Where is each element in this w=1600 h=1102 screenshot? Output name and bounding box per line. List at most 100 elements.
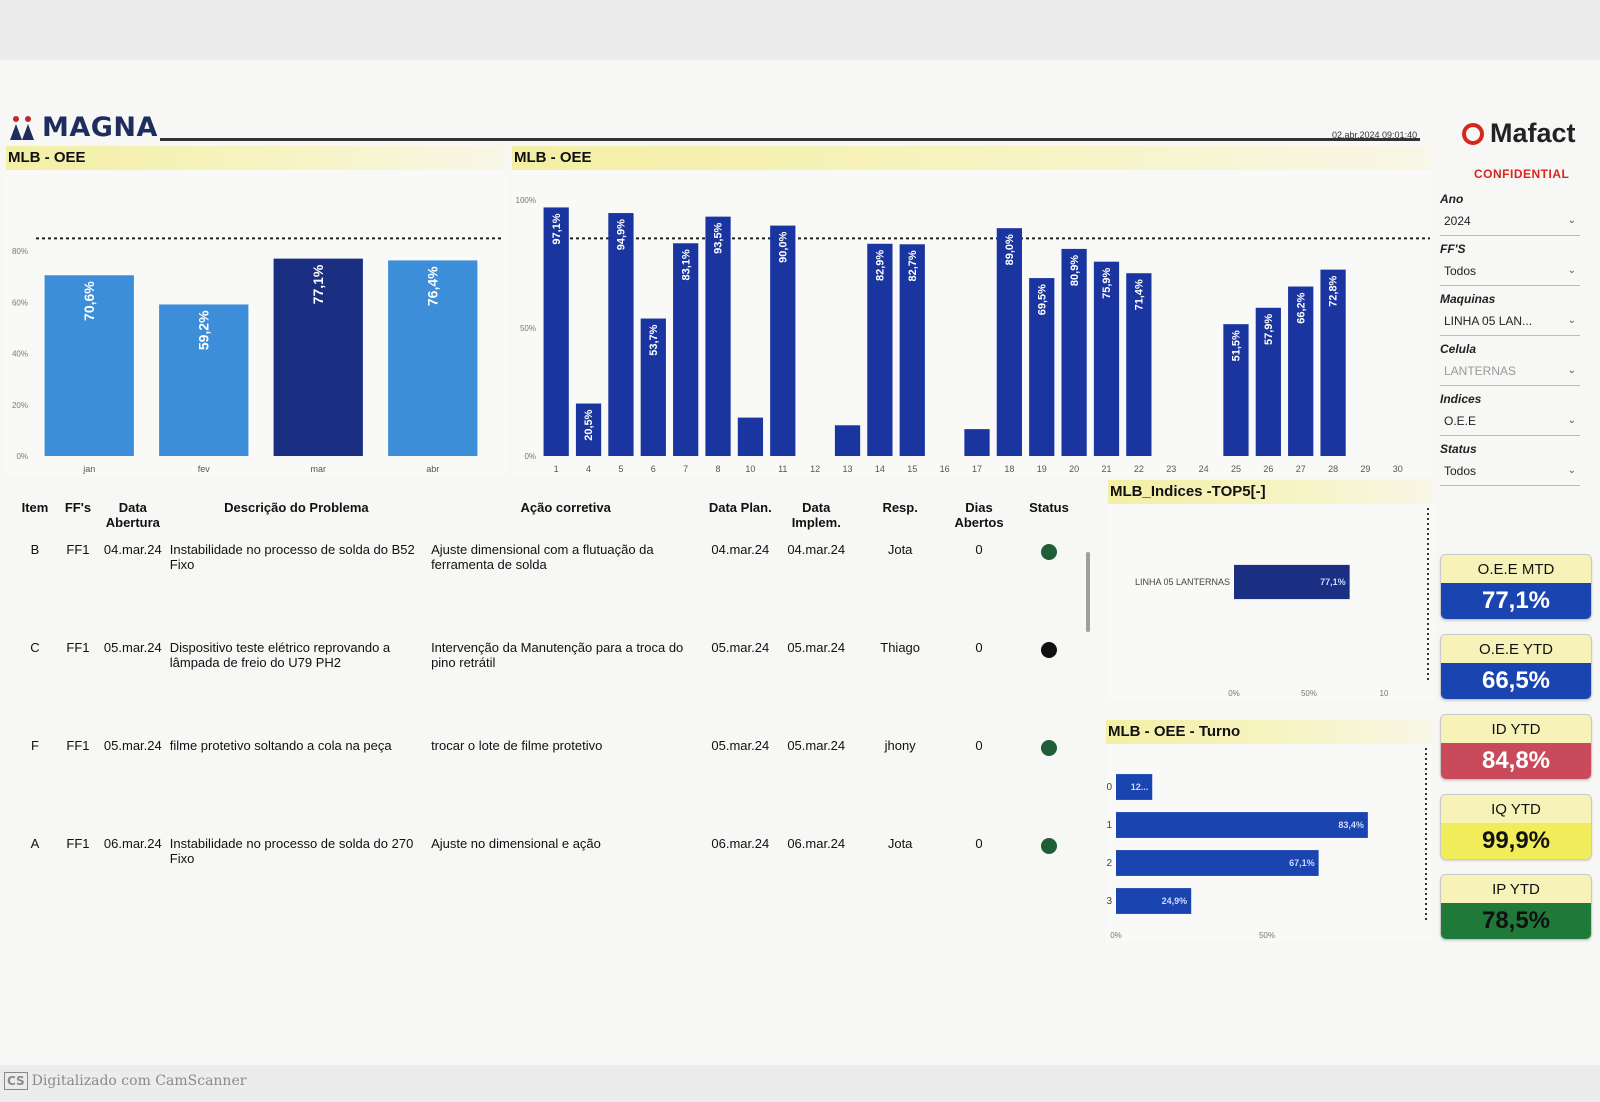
y-tick-label: 0% (524, 452, 536, 461)
cell-item: A (30, 836, 40, 851)
cell-dias: 0 (975, 542, 983, 557)
monthly-oee-title: MLB - OEE (6, 146, 506, 170)
x-tick-label: 5 (618, 464, 623, 474)
table-scrollbar[interactable] (1086, 552, 1090, 632)
kpi-oee-mtd-value: 77,1% (1441, 583, 1591, 619)
cell-dias: 0 (975, 738, 983, 753)
y-tick-label: 40% (12, 350, 28, 359)
bar[interactable] (1234, 564, 1350, 600)
bar[interactable] (1255, 307, 1281, 456)
bar[interactable] (705, 216, 731, 456)
bar[interactable] (640, 318, 666, 456)
bar[interactable] (1029, 278, 1055, 456)
x-tick-label: 20 (1069, 464, 1079, 474)
bar[interactable] (899, 244, 925, 456)
bar-value-label: 76,4% (424, 266, 440, 306)
bar[interactable] (737, 417, 764, 456)
bar[interactable] (1288, 286, 1314, 456)
bar[interactable] (1223, 324, 1249, 456)
bar-value-label: 67,1% (1289, 858, 1315, 868)
magna-logo: MAGNA (8, 112, 158, 143)
bar[interactable] (834, 425, 861, 456)
bar[interactable] (575, 403, 602, 456)
table-row[interactable]: F FF1 05.mar.24 filme protetivo soltando… (14, 728, 1084, 826)
bar[interactable] (1116, 774, 1153, 800)
filter-celula-select[interactable]: LANTERNAS ⌄ (1440, 356, 1580, 386)
bar[interactable] (996, 228, 1022, 456)
bar[interactable] (1093, 261, 1120, 456)
bar[interactable] (608, 213, 634, 456)
camscanner-text: Digitalizado com CamScanner (31, 1073, 247, 1089)
y-category-label: 3 (1106, 896, 1112, 907)
col-header-item[interactable]: Item (21, 500, 49, 515)
bar[interactable] (1061, 248, 1087, 456)
bar[interactable] (1126, 273, 1152, 456)
bar[interactable] (770, 225, 796, 456)
bar[interactable] (1320, 269, 1346, 456)
kpi-id-ytd-label: ID YTD (1441, 715, 1591, 743)
bar[interactable] (273, 258, 363, 456)
filter-status-select[interactable]: Todos ⌄ (1440, 456, 1580, 486)
mafact-logo-icon (1462, 122, 1484, 145)
cell-dias: 0 (975, 836, 983, 851)
dashboard-screen: MAGNA 02.abr.2024 09:01:40 Mafact CONFID… (0, 60, 1600, 1065)
col-header-resp[interactable]: Resp. (882, 500, 918, 515)
filter-maquinas-select[interactable]: LINHA 05 LAN... ⌄ (1440, 306, 1580, 336)
kpi-iq-ytd-value: 99,9% (1441, 823, 1591, 859)
bar[interactable] (867, 243, 893, 456)
col-header-data-implem[interactable]: Data Implem. (791, 500, 841, 530)
bar-value-label: 70,6% (81, 281, 97, 321)
cell-abertura: 05.mar.24 (103, 738, 162, 753)
filter-ffs-select[interactable]: Todos ⌄ (1440, 256, 1580, 286)
cell-resp: jhony (884, 738, 916, 753)
col-header-status[interactable]: Status (1029, 500, 1069, 515)
col-header-ffs[interactable]: FF's (64, 500, 92, 515)
bar[interactable] (44, 275, 134, 456)
bar[interactable] (1116, 812, 1368, 838)
camscanner-watermark: CS Digitalizado com CamScanner (4, 1072, 246, 1090)
cell-descricao: Dispositivo teste elétrico reprovando a … (169, 640, 391, 670)
table-header-row: Item FF's Data Abertura Descrição do Pro… (14, 498, 1084, 532)
x-tick-label: 12 (810, 464, 820, 474)
cell-plan: 05.mar.24 (711, 738, 770, 753)
bar[interactable] (543, 207, 569, 456)
bar-value-label: 94,9% (616, 219, 628, 250)
bar-value-label: 59,2% (195, 310, 211, 350)
bar[interactable] (388, 260, 478, 456)
table-row[interactable]: C FF1 05.mar.24 Dispositivo teste elétri… (14, 630, 1084, 728)
x-tick-label: 16 (940, 464, 950, 474)
filter-ffs-value: Todos (1444, 263, 1477, 278)
bar[interactable] (964, 429, 990, 456)
bar-value-label: 77,1% (1320, 577, 1346, 587)
filter-status-label: Status (1440, 442, 1477, 456)
y-tick-label: 100% (516, 196, 536, 205)
x-tick-label: 14 (875, 464, 885, 474)
x-tick-label: 50% (1259, 931, 1275, 940)
x-tick-label: 8 (716, 464, 721, 474)
monthly-oee-panel: MLB - OEE 0% 20% 40% 60% 80% 70,6% jan 59,2% fev… (6, 146, 506, 476)
cell-acao: trocar o lote de filme protetivo (431, 738, 603, 753)
col-header-acao[interactable]: Ação corretiva (520, 500, 611, 515)
cell-item: F (31, 738, 39, 753)
bar[interactable] (159, 304, 249, 456)
table-row[interactable]: B FF1 04.mar.24 Instabilidade no process… (14, 532, 1084, 630)
bar[interactable] (673, 243, 699, 456)
filter-ano-select[interactable]: 2024 ⌄ (1440, 206, 1580, 236)
col-header-descricao[interactable]: Descrição do Problema (224, 500, 369, 515)
refresh-timestamp: 02.abr.2024 09:01:40 (1332, 130, 1418, 140)
col-header-data-plan[interactable]: Data Plan. (708, 500, 772, 515)
cell-acao: Intervenção da Manutenção para a troca d… (431, 640, 684, 670)
bar-value-label: 82,9% (875, 250, 887, 281)
cell-status (1014, 728, 1084, 826)
filter-indices-select[interactable]: O.E.E ⌄ (1440, 406, 1580, 436)
col-header-dias-abertos[interactable]: Dias Abertos (954, 500, 1004, 530)
x-tick-label: 24 (1199, 464, 1209, 474)
cell-descricao: Instabilidade no processo de solda do B5… (169, 542, 415, 572)
bar[interactable] (1116, 888, 1192, 914)
table-row[interactable]: A FF1 06.mar.24 Instabilidade no process… (14, 826, 1084, 924)
bar[interactable] (1116, 850, 1319, 876)
x-tick-label: 26 (1263, 464, 1273, 474)
bar-value-label: 82,7% (907, 250, 919, 281)
col-header-data-abertura[interactable]: Data Abertura (105, 500, 160, 530)
cell-implem: 04.mar.24 (787, 542, 846, 557)
